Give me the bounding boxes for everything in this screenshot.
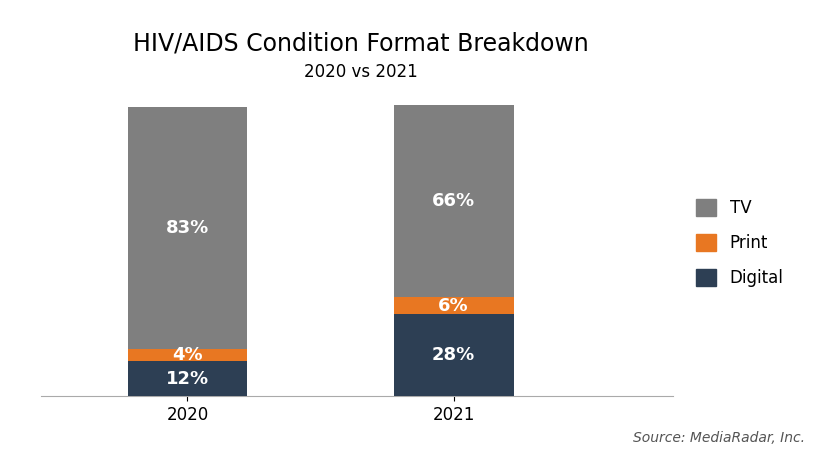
Text: 2020 vs 2021: 2020 vs 2021 (305, 63, 418, 81)
Text: 66%: 66% (432, 192, 475, 210)
Text: 4%: 4% (172, 346, 203, 364)
Bar (394, 104, 513, 297)
Text: HIV/AIDS Condition Format Breakdown: HIV/AIDS Condition Format Breakdown (133, 32, 589, 55)
Bar (394, 315, 513, 396)
Text: Source: MediaRadar, Inc.: Source: MediaRadar, Inc. (632, 432, 805, 446)
Text: 83%: 83% (166, 220, 209, 238)
Text: 12%: 12% (166, 369, 209, 387)
Bar (127, 108, 247, 349)
Text: 28%: 28% (432, 346, 475, 364)
Bar (127, 361, 247, 396)
Bar (394, 297, 513, 315)
Text: 6%: 6% (438, 297, 469, 315)
Legend: TV, Print, Digital: TV, Print, Digital (688, 191, 791, 295)
Bar (127, 349, 247, 361)
